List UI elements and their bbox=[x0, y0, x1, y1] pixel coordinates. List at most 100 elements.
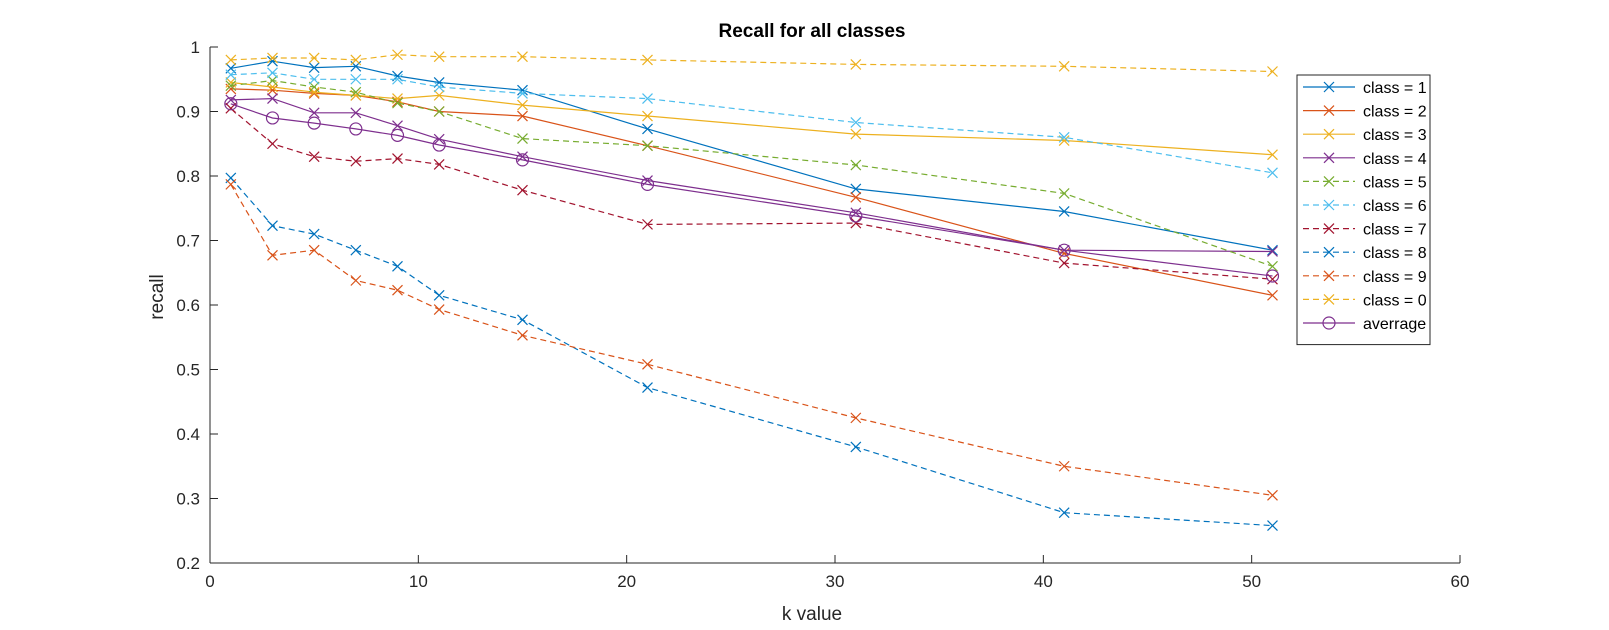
x-tick-label: 30 bbox=[826, 572, 845, 591]
legend-label: class = 8 bbox=[1363, 245, 1427, 262]
y-tick-label: 0.8 bbox=[176, 167, 200, 186]
data-point bbox=[642, 110, 653, 122]
marker-stroke bbox=[308, 81, 320, 93]
marker-stroke bbox=[1267, 244, 1278, 256]
marker-stroke bbox=[225, 94, 237, 106]
marker-stroke bbox=[1323, 105, 1335, 117]
data-point bbox=[517, 99, 528, 111]
marker-stroke bbox=[850, 217, 862, 229]
marker-stroke bbox=[225, 77, 237, 88]
legend-marker bbox=[1323, 175, 1335, 187]
data-point bbox=[517, 51, 528, 63]
legend-label: class = 1 bbox=[1363, 80, 1427, 97]
legend-marker bbox=[1323, 152, 1335, 164]
marker-stroke bbox=[1267, 489, 1278, 501]
data-point bbox=[350, 155, 362, 167]
legend-marker bbox=[1323, 128, 1335, 140]
marker-stroke bbox=[433, 81, 445, 93]
marker-stroke bbox=[392, 120, 403, 132]
data-point bbox=[308, 81, 320, 93]
marker-stroke bbox=[308, 151, 320, 163]
data-point bbox=[517, 133, 528, 145]
legend-label: class = 6 bbox=[1363, 198, 1427, 215]
marker-stroke bbox=[1267, 520, 1278, 532]
legend-item: class = 7 bbox=[1303, 222, 1427, 239]
marker-stroke bbox=[1058, 257, 1070, 269]
marker-stroke bbox=[1323, 223, 1335, 235]
data-point bbox=[850, 441, 862, 453]
data-point bbox=[225, 178, 237, 190]
marker-stroke bbox=[308, 52, 320, 64]
marker-stroke bbox=[517, 99, 528, 111]
series-line bbox=[230, 184, 1273, 496]
y-tick-label: 0.9 bbox=[176, 103, 200, 122]
marker-stroke bbox=[1267, 273, 1278, 285]
series-class-8 bbox=[225, 172, 1278, 532]
marker-stroke bbox=[1058, 206, 1070, 217]
data-point bbox=[265, 111, 280, 125]
data-point bbox=[433, 51, 445, 63]
x-tick-label: 40 bbox=[1034, 572, 1053, 591]
marker-stroke bbox=[350, 107, 362, 119]
data-point bbox=[390, 128, 405, 142]
data-point bbox=[850, 191, 862, 203]
marker-stroke bbox=[1058, 460, 1070, 472]
marker-stroke bbox=[1058, 60, 1070, 72]
marker-stroke bbox=[308, 107, 320, 119]
series-class-6 bbox=[225, 67, 1278, 179]
data-point bbox=[392, 97, 403, 109]
marker-stroke bbox=[433, 289, 445, 301]
legend-marker bbox=[1323, 223, 1335, 235]
legend-marker bbox=[1323, 246, 1335, 258]
marker-stroke bbox=[392, 153, 403, 165]
marker-stroke bbox=[850, 128, 862, 140]
marker-stroke bbox=[1267, 149, 1278, 161]
legend-marker bbox=[1323, 81, 1335, 93]
marker-stroke bbox=[267, 52, 278, 64]
data-point bbox=[517, 329, 528, 341]
series-class-9 bbox=[225, 178, 1278, 501]
data-point bbox=[392, 120, 403, 132]
series-class-1 bbox=[225, 55, 1278, 256]
marker-stroke bbox=[267, 249, 278, 261]
data-point bbox=[1058, 206, 1070, 217]
data-point bbox=[433, 81, 445, 93]
marker-stroke bbox=[350, 73, 362, 85]
marker-stroke bbox=[1323, 128, 1335, 140]
marker-stroke bbox=[642, 54, 653, 66]
marker-stroke bbox=[433, 77, 445, 88]
series-line bbox=[230, 88, 1273, 296]
marker-stroke bbox=[433, 89, 445, 101]
marker-stroke bbox=[392, 49, 403, 61]
data-point bbox=[850, 412, 862, 424]
marker-stroke bbox=[1267, 66, 1278, 77]
data-point bbox=[307, 116, 321, 130]
legend-item: averrage bbox=[1303, 316, 1426, 333]
marker-stroke bbox=[642, 123, 653, 135]
data-point bbox=[350, 54, 362, 66]
data-point bbox=[850, 217, 862, 229]
marker-stroke bbox=[350, 86, 362, 98]
marker-stroke bbox=[1323, 152, 1335, 164]
marker-stroke bbox=[1058, 131, 1070, 143]
marker-stroke bbox=[308, 86, 320, 98]
data-point bbox=[1267, 167, 1278, 179]
data-point bbox=[308, 107, 320, 119]
marker-stroke bbox=[642, 218, 653, 230]
data-point bbox=[308, 73, 320, 85]
marker-stroke bbox=[308, 73, 320, 85]
legend-label: class = 7 bbox=[1363, 222, 1427, 239]
data-point bbox=[308, 244, 320, 256]
marker-stroke bbox=[642, 140, 653, 152]
data-point bbox=[850, 128, 862, 140]
data-point bbox=[350, 275, 362, 286]
data-point bbox=[517, 314, 528, 326]
data-point bbox=[1058, 187, 1070, 199]
series-line bbox=[230, 103, 1273, 277]
series-line bbox=[230, 81, 1273, 156]
legend-item: class = 8 bbox=[1303, 245, 1427, 262]
series-class-2 bbox=[225, 83, 1278, 301]
marker-stroke bbox=[1323, 293, 1335, 305]
data-point bbox=[267, 249, 278, 261]
marker-stroke bbox=[642, 358, 653, 370]
